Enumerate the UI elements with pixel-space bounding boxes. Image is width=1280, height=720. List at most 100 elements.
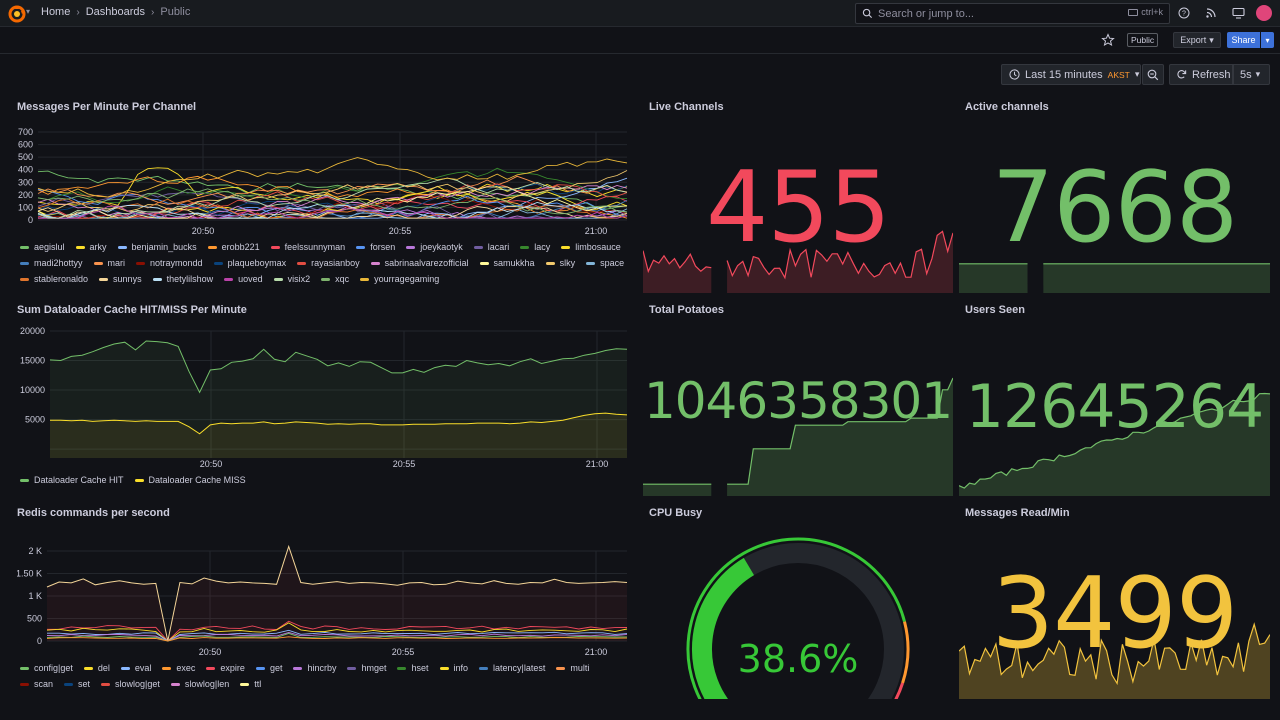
panel-dataloader-cache[interactable]: Sum Dataloader Cache HIT/MISS Per Minute… bbox=[17, 304, 631, 494]
legend-item[interactable]: slowlog|len bbox=[170, 678, 229, 690]
total-potatoes-sparkline bbox=[643, 377, 953, 496]
news-icon[interactable] bbox=[1203, 5, 1219, 21]
legend-item[interactable]: joeykaotyk bbox=[406, 241, 463, 253]
panel-active-channels[interactable]: Active channels 7668 bbox=[959, 101, 1270, 293]
legend-item[interactable]: uoved bbox=[224, 273, 263, 285]
legend-item[interactable]: erobb221 bbox=[207, 241, 260, 253]
active-channels-sparkline bbox=[959, 263, 1270, 293]
legend-item[interactable]: slky bbox=[545, 257, 575, 269]
share-chevron-down-icon[interactable]: ▾ bbox=[1261, 32, 1274, 48]
redis-commands-chart[interactable]: 2 K 1.50 K 1 K 500 0 20:50 20:55 21:00 bbox=[17, 533, 631, 675]
legend-item[interactable]: stableronaldo bbox=[20, 273, 88, 285]
legend-item[interactable]: sabrinaalvarezofficial bbox=[370, 257, 469, 269]
legend-swatch bbox=[93, 261, 103, 265]
panel-live-channels[interactable]: Live Channels 455 bbox=[643, 101, 953, 293]
refresh-interval-picker[interactable]: 5s ▾ bbox=[1233, 64, 1270, 85]
series-line bbox=[47, 629, 628, 642]
zoom-out-icon bbox=[1147, 69, 1159, 80]
legend-item[interactable]: get bbox=[255, 662, 282, 674]
legend-item[interactable]: latency|latest bbox=[479, 662, 545, 674]
panel-cpu-busy[interactable]: CPU Busy 38.6% bbox=[643, 507, 953, 699]
share-button[interactable]: Share bbox=[1227, 32, 1260, 48]
star-icon[interactable] bbox=[1101, 33, 1115, 47]
legend-item[interactable]: plaqueboymax bbox=[213, 257, 286, 269]
legend-item[interactable]: info bbox=[439, 662, 469, 674]
legend-item[interactable]: thetylilshow bbox=[152, 273, 213, 285]
legend-item[interactable]: hset bbox=[397, 662, 429, 674]
zoom-out-button[interactable] bbox=[1142, 64, 1164, 85]
y-tick-label: 1.50 K bbox=[17, 569, 42, 579]
legend-item[interactable]: set bbox=[64, 678, 90, 690]
panel-messages-read[interactable]: Messages Read/Min 3499 bbox=[959, 507, 1270, 699]
breadcrumb-home[interactable]: Home bbox=[41, 6, 71, 18]
legend-item[interactable]: eval bbox=[120, 662, 151, 674]
legend-item[interactable]: expire bbox=[206, 662, 245, 674]
time-range-picker[interactable]: Last 15 minutes AKST ▾ bbox=[1001, 64, 1141, 85]
legend-item[interactable]: arky bbox=[75, 241, 107, 253]
dataloader-cache-chart[interactable]: 20000 15000 10000 5000 20:50 20:55 21:00 bbox=[17, 324, 631, 472]
legend-swatch bbox=[20, 245, 29, 249]
legend-item[interactable]: madi2hottyy bbox=[20, 257, 83, 269]
export-button[interactable]: Export ▾ bbox=[1173, 32, 1221, 48]
series-area bbox=[50, 413, 627, 458]
breadcrumb-dashboards[interactable]: Dashboards bbox=[85, 6, 146, 18]
legend-item[interactable]: exec bbox=[162, 662, 195, 674]
legend-item[interactable]: mari bbox=[93, 257, 126, 269]
legend-item[interactable]: hmget bbox=[347, 662, 386, 674]
legend-item[interactable]: sunnys bbox=[99, 273, 142, 285]
legend-item[interactable]: slowlog|get bbox=[101, 678, 160, 690]
legend-swatch bbox=[136, 261, 146, 265]
legend-item[interactable]: del bbox=[83, 662, 110, 674]
chevron-right-icon: › bbox=[151, 6, 155, 18]
series-line bbox=[37, 198, 628, 219]
legend-item[interactable]: hincrby bbox=[293, 662, 336, 674]
legend-label: del bbox=[97, 663, 110, 673]
legend-item[interactable]: rayasianboy bbox=[297, 257, 360, 269]
legend-label: info bbox=[453, 663, 469, 673]
legend-item[interactable]: samukkha bbox=[479, 257, 535, 269]
panel-messages-per-minute[interactable]: Messages Per Minute Per Channel 700 600 50… bbox=[17, 101, 631, 291]
legend-item[interactable]: aegislul bbox=[20, 241, 65, 253]
legend-item[interactable]: Dataloader Cache MISS bbox=[134, 474, 246, 486]
legend-swatch bbox=[20, 277, 29, 281]
messages-per-minute-chart[interactable]: 700 600 500 400 300 200 100 0 20:50 20:55 21:00 bbox=[17, 125, 631, 255]
legend-item[interactable]: visix2 bbox=[273, 273, 310, 285]
menu-chevron-down-icon[interactable]: ▾ bbox=[26, 7, 31, 16]
refresh-button[interactable]: Refresh bbox=[1169, 64, 1233, 85]
series-area bbox=[50, 341, 627, 458]
legend-label: stableronaldo bbox=[34, 274, 89, 284]
panel-redis-commands[interactable]: Redis commands per second 2 K 1.50 K 1 K 50… bbox=[17, 507, 631, 697]
avatar[interactable] bbox=[1256, 5, 1272, 21]
panel-users-seen[interactable]: Users Seen 12645264 bbox=[959, 304, 1270, 496]
grafana-logo-icon[interactable] bbox=[8, 5, 26, 23]
legend-item[interactable]: forsen bbox=[356, 241, 395, 253]
legend-label: mari bbox=[107, 258, 126, 268]
legend-label: erobb221 bbox=[221, 242, 260, 252]
legend-swatch bbox=[520, 245, 530, 249]
help-icon[interactable]: ? bbox=[1176, 5, 1192, 21]
legend-item[interactable]: feelssunnyman bbox=[270, 241, 345, 253]
legend-swatch bbox=[101, 682, 111, 686]
x-tick-label: 21:00 bbox=[585, 647, 608, 657]
legend-item[interactable]: config|get bbox=[20, 662, 73, 674]
legend-item[interactable]: lacy bbox=[520, 241, 550, 253]
series-line bbox=[37, 170, 628, 210]
legend-item[interactable]: notraymondd bbox=[136, 257, 203, 269]
legend-item[interactable]: ttl bbox=[240, 678, 261, 690]
legend-item[interactable]: space bbox=[586, 257, 624, 269]
legend-item[interactable]: limbosauce bbox=[561, 241, 621, 253]
legend-item[interactable]: scan bbox=[20, 678, 53, 690]
monitor-icon[interactable] bbox=[1230, 5, 1246, 21]
refresh-icon bbox=[1177, 70, 1187, 79]
legend-item[interactable]: yourragegaming bbox=[360, 273, 439, 285]
legend-item[interactable]: benjamin_bucks bbox=[117, 241, 197, 253]
panel-total-potatoes[interactable]: Total Potatoes 1046358301 bbox=[643, 304, 953, 496]
legend-item[interactable]: xqc bbox=[321, 273, 349, 285]
legend-label: hset bbox=[411, 663, 429, 673]
legend-item[interactable]: Dataloader Cache HIT bbox=[20, 474, 124, 486]
legend-item[interactable]: multi bbox=[556, 662, 589, 674]
legend-item[interactable]: lacari bbox=[473, 241, 509, 253]
search-input[interactable]: Search or jump to... ctrl+k bbox=[855, 3, 1170, 24]
breadcrumb-current: Public bbox=[160, 6, 191, 18]
legend-label: sabrinaalvarezofficial bbox=[384, 258, 469, 268]
